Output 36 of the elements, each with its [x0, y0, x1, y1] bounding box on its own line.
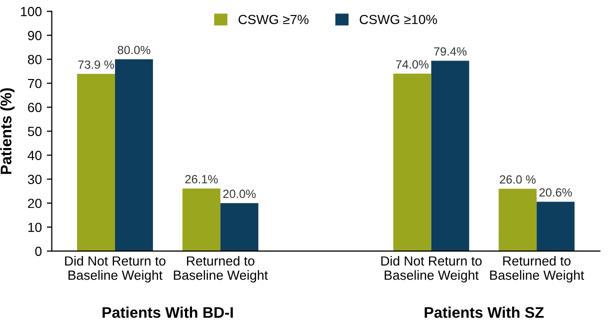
- y-tick-label: 40: [28, 150, 42, 160]
- bar: [498, 188, 537, 252]
- y-tick-label: 90: [28, 30, 42, 40]
- x-tick-label: Did Not Return to Baseline Weight: [381, 256, 482, 282]
- bar: [431, 60, 470, 252]
- y-tick-label: 20: [28, 198, 42, 208]
- y-tick-label: 10: [28, 222, 42, 232]
- data-label: 20.0%: [223, 190, 256, 198]
- data-label: 79.4%: [434, 47, 467, 56]
- data-label: 73.9 %: [78, 60, 114, 69]
- x-tick-label: Returned to Baseline Weight: [174, 256, 268, 282]
- data-label: 20.6%: [539, 188, 572, 197]
- data-label: 26.1%: [185, 175, 218, 184]
- bar: [182, 188, 220, 252]
- legend-label: CSWG ≥10%: [360, 14, 437, 24]
- text: Patients With BD-I: [102, 306, 233, 318]
- bar: [115, 59, 153, 252]
- x-tick-label: Returned to Baseline Weight: [490, 256, 584, 282]
- bar: [536, 202, 575, 252]
- data-label: 74.0%: [396, 60, 429, 69]
- y-tick-label: 60: [28, 102, 42, 112]
- y-tick-label: 80: [28, 54, 42, 64]
- bar: [220, 203, 258, 252]
- bar: [77, 74, 116, 252]
- y-axis-title: Patients (%): [0, 88, 14, 174]
- text: Patients With SZ: [424, 306, 544, 318]
- y-tick-label: 0: [35, 246, 42, 256]
- y-tick-label: 30: [28, 174, 42, 184]
- x-tick-label: Did Not Return to Baseline Weight: [65, 256, 166, 282]
- bar: [393, 74, 432, 252]
- y-tick-label: 100: [21, 6, 42, 16]
- data-label: 26.0 %: [500, 175, 536, 184]
- legend-label: CSWG ≥7%: [238, 14, 308, 24]
- y-tick-label: 50: [28, 126, 42, 136]
- y-tick-label: 70: [28, 78, 42, 88]
- data-label: 80.0%: [118, 46, 150, 54]
